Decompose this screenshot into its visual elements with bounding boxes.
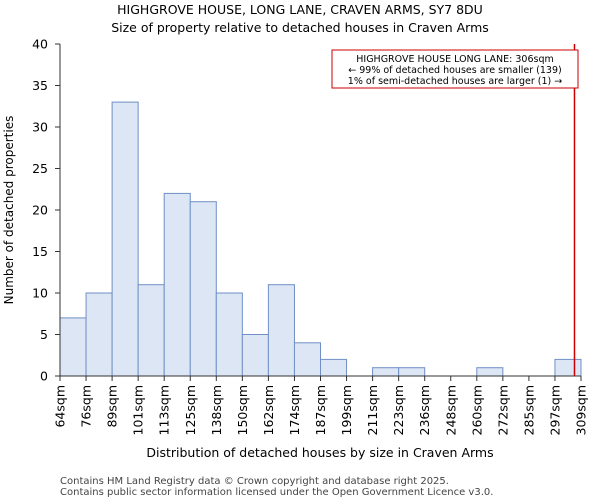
y-tick-label: 30: [32, 120, 48, 135]
y-axis-label: Number of detached properties: [2, 116, 16, 305]
x-tick-label: 260sqm: [469, 385, 484, 435]
bar-174sqm: [293, 342, 322, 377]
bar-113sqm: [163, 192, 191, 377]
annotation-box: HIGHGROVE HOUSE LONG LANE: 306sqm ← 99% …: [331, 49, 579, 89]
x-tick-label: 272sqm: [495, 385, 510, 435]
bar-260sqm: [476, 367, 504, 377]
x-tick-label: 113sqm: [157, 385, 172, 435]
y-tick-label: 15: [32, 244, 48, 259]
x-axis-label: Distribution of detached houses by size …: [146, 445, 493, 460]
y-axis-ticks: 0 5 10 15 20 25 30 35 40: [32, 37, 60, 384]
bar-138sqm: [215, 292, 243, 377]
bar-89sqm: [111, 101, 139, 377]
x-tick-label: 138sqm: [209, 385, 224, 435]
bar-297sqm: [554, 358, 582, 377]
annotation-line-2: ← 99% of detached houses are smaller (13…: [348, 65, 561, 76]
bar-76sqm: [85, 292, 113, 377]
x-tick-label: 248sqm: [443, 385, 458, 435]
y-tick-label: 10: [32, 286, 48, 301]
y-tick-label: 25: [32, 161, 48, 176]
footer-line-2: Contains public sector information licen…: [60, 487, 493, 498]
x-tick-label: 64sqm: [53, 385, 68, 428]
x-tick-label: 125sqm: [183, 385, 198, 435]
x-tick-label: 223sqm: [391, 385, 406, 435]
footer-line-1: Contains HM Land Registry data © Crown c…: [60, 476, 449, 487]
y-tick-label: 5: [40, 327, 48, 342]
x-tick-label: 174sqm: [287, 385, 302, 435]
bar-162sqm: [267, 284, 295, 377]
x-tick-label: 236sqm: [417, 385, 432, 435]
x-tick-label: 199sqm: [339, 385, 354, 435]
x-tick-label: 76sqm: [79, 385, 94, 428]
bar-125sqm: [189, 201, 217, 377]
bar-64sqm: [59, 317, 87, 377]
x-tick-label: 297sqm: [547, 385, 562, 435]
annotation-line-1: HIGHGROVE HOUSE LONG LANE: 306sqm: [356, 54, 554, 65]
x-tick-label: 89sqm: [105, 385, 120, 428]
x-tick-label: 101sqm: [131, 385, 146, 435]
chart-title: HIGHGROVE HOUSE, LONG LANE, CRAVEN ARMS,…: [117, 2, 483, 17]
x-axis-ticks: 64sqm 76sqm 89sqm 101sqm 113sqm 125sqm 138sqm 1…: [53, 376, 589, 435]
y-tick-label: 35: [32, 78, 48, 93]
bar-187sqm: [320, 358, 348, 377]
y-tick-label: 0: [40, 369, 48, 384]
bar-223sqm: [398, 367, 426, 377]
x-tick-label: 162sqm: [261, 385, 276, 435]
y-tick-label: 20: [32, 203, 48, 218]
bar-211sqm: [372, 367, 400, 377]
x-tick-label: 309sqm: [574, 385, 589, 435]
bar-150sqm: [241, 334, 269, 377]
x-tick-label: 187sqm: [313, 385, 328, 435]
x-tick-label: 211sqm: [365, 385, 380, 435]
x-tick-label: 285sqm: [521, 385, 536, 435]
y-tick-label: 40: [32, 37, 48, 52]
bars-group: [59, 101, 582, 377]
bar-101sqm: [137, 284, 165, 377]
x-tick-label: 150sqm: [235, 385, 250, 435]
chart-subtitle: Size of property relative to detached ho…: [111, 20, 489, 35]
annotation-line-3: 1% of semi-detached houses are larger (1…: [348, 76, 562, 87]
